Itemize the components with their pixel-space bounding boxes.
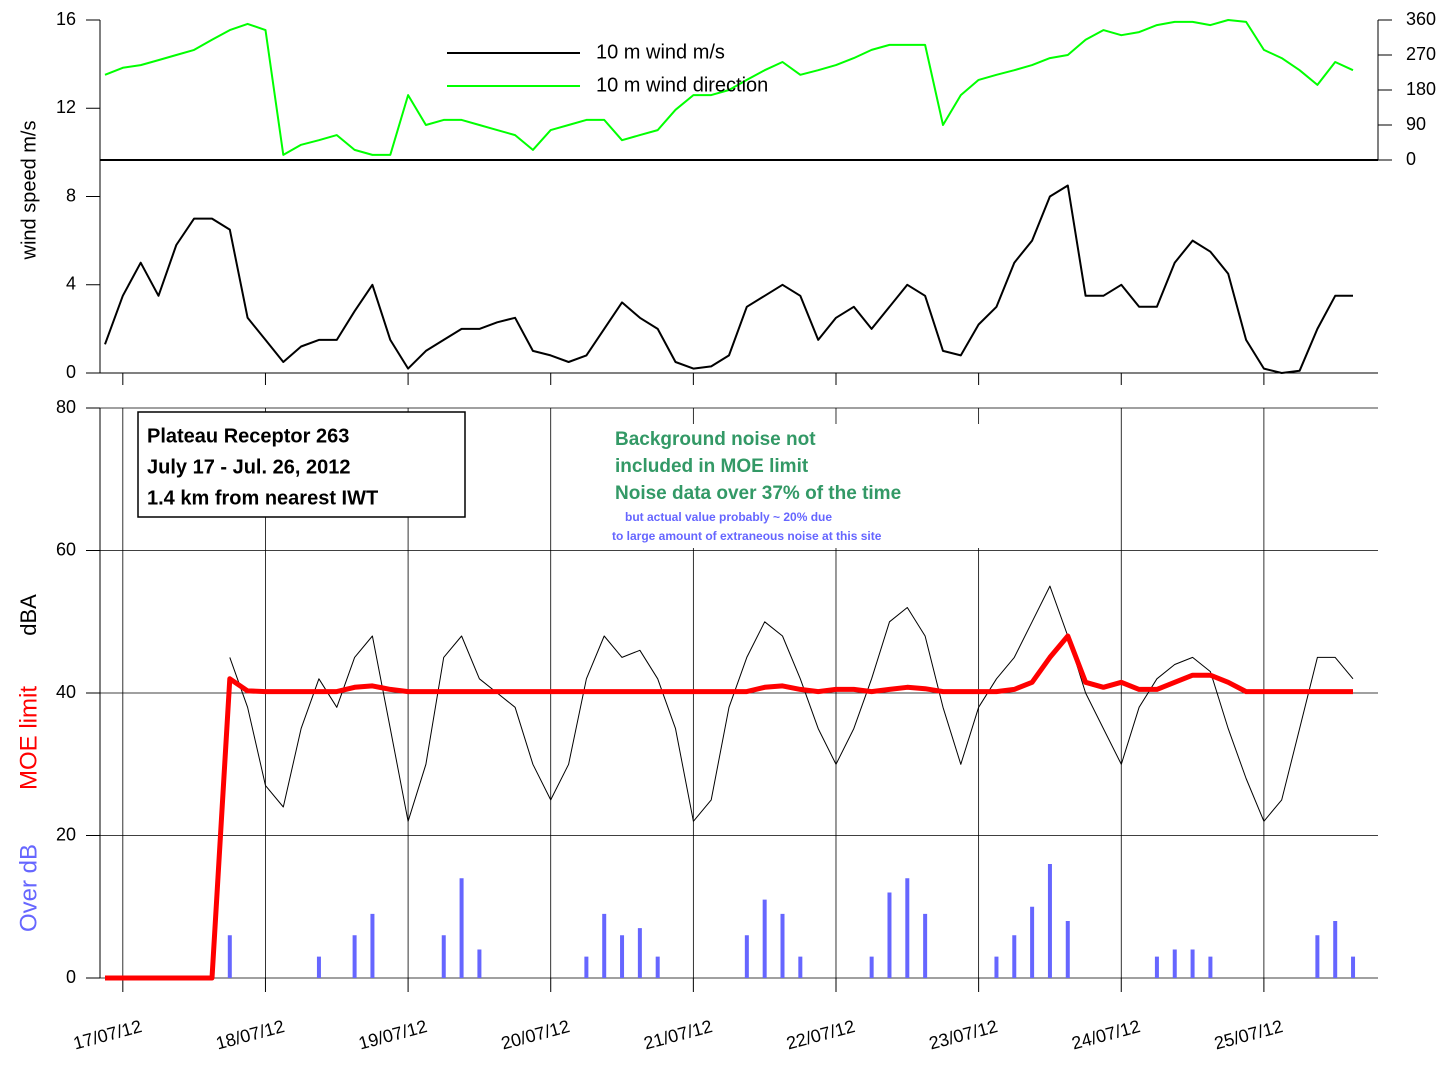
bar: [655, 956, 660, 978]
bar: [1351, 956, 1356, 978]
y2-tick-label: 180: [1406, 79, 1436, 99]
bar: [869, 956, 874, 978]
annotation-text: Plateau Receptor 263: [147, 425, 349, 447]
legend-label: 10 m wind m/s: [596, 41, 725, 63]
y-axis-label: Over dB: [15, 844, 42, 932]
bar: [887, 892, 892, 978]
bar: [1208, 956, 1213, 978]
note-text: included in MOE limit: [615, 456, 809, 477]
note-text: Noise data over 37% of the time: [615, 483, 901, 504]
annotation-box: [137, 411, 466, 518]
y-tick-label: 8: [66, 185, 76, 205]
y-tick-label: 80: [56, 397, 76, 417]
bar: [620, 935, 625, 978]
bar: [798, 956, 803, 978]
y-tick-label: 12: [56, 97, 76, 117]
note-background: [600, 424, 990, 548]
data-line: [104, 184, 1353, 374]
bar: [780, 913, 785, 978]
bar: [316, 956, 321, 978]
bar: [1030, 906, 1035, 978]
legend-label: 10 m wind direction: [596, 74, 768, 96]
bar: [370, 913, 375, 978]
y-tick-label: 0: [66, 362, 76, 382]
bar: [441, 935, 446, 978]
y2-tick-label: 90: [1406, 114, 1426, 134]
data-line: [104, 19, 1354, 156]
y-axis-label: dBA: [16, 594, 41, 636]
bar: [1012, 935, 1017, 978]
y2-tick-label: 0: [1406, 149, 1416, 169]
bar: [1190, 949, 1195, 978]
annotation-text: July 17 - Jul. 26, 2012: [147, 456, 350, 478]
data-line: [105, 633, 1353, 981]
y-axis-label: MOE limit: [15, 686, 42, 790]
bar: [994, 956, 999, 978]
bar: [923, 913, 928, 978]
bar: [637, 928, 642, 978]
y-tick-label: 0: [66, 967, 76, 987]
bar: [227, 935, 232, 978]
bar: [1333, 921, 1338, 978]
data-line: [229, 585, 1354, 822]
y-tick-label: 40: [56, 682, 76, 702]
bar: [352, 935, 357, 978]
footnote-text: but actual value probably ~ 20% due: [625, 510, 832, 524]
bar: [1172, 949, 1177, 978]
y-tick-label: 20: [56, 824, 76, 844]
y-tick-label: 16: [56, 9, 76, 29]
bar: [602, 913, 607, 978]
bar: [1065, 921, 1070, 978]
annotation-text: 1.4 km from nearest IWT: [147, 487, 378, 509]
bar: [762, 899, 767, 978]
bar: [584, 956, 589, 978]
bar: [459, 878, 464, 978]
bar: [905, 878, 910, 978]
y-tick-label: 4: [66, 274, 76, 294]
bar: [1315, 935, 1320, 978]
y2-tick-label: 360: [1406, 9, 1436, 29]
footnote-text: to large amount of extraneous noise at t…: [612, 529, 882, 543]
bar: [1154, 956, 1159, 978]
note-text: Background noise not: [615, 429, 816, 450]
bar: [1047, 864, 1052, 978]
y2-tick-label: 270: [1406, 44, 1436, 64]
y-axis-label: wind speed m/s: [18, 121, 40, 261]
bar: [744, 935, 749, 978]
bar: [477, 949, 482, 978]
y-tick-label: 60: [56, 539, 76, 559]
